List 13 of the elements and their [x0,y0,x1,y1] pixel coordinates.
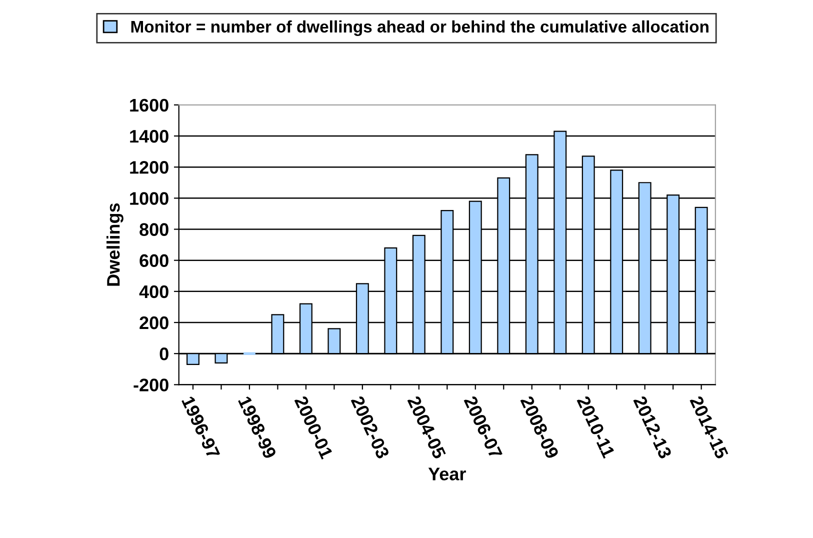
y-tick-label: 1600 [130,98,168,112]
y-axis-title: Dwellings [106,203,124,286]
y-tick-label: 1000 [130,192,168,205]
y-tick-label: 0 [160,348,168,360]
y-tick-label: 1400 [130,130,168,143]
x-axis-title: Year [428,468,466,480]
y-tick-label: -200 [134,378,168,392]
y-tick-label: 800 [140,223,168,236]
y-tick-label: 600 [140,254,168,268]
y-tick-label: 200 [140,316,168,330]
y-tick-label: 400 [139,285,168,298]
y-tick-label: 1200 [130,161,168,174]
legend-label: Monitor = number of dwellings ahead or behind the cumulative allocation [131,20,708,36]
